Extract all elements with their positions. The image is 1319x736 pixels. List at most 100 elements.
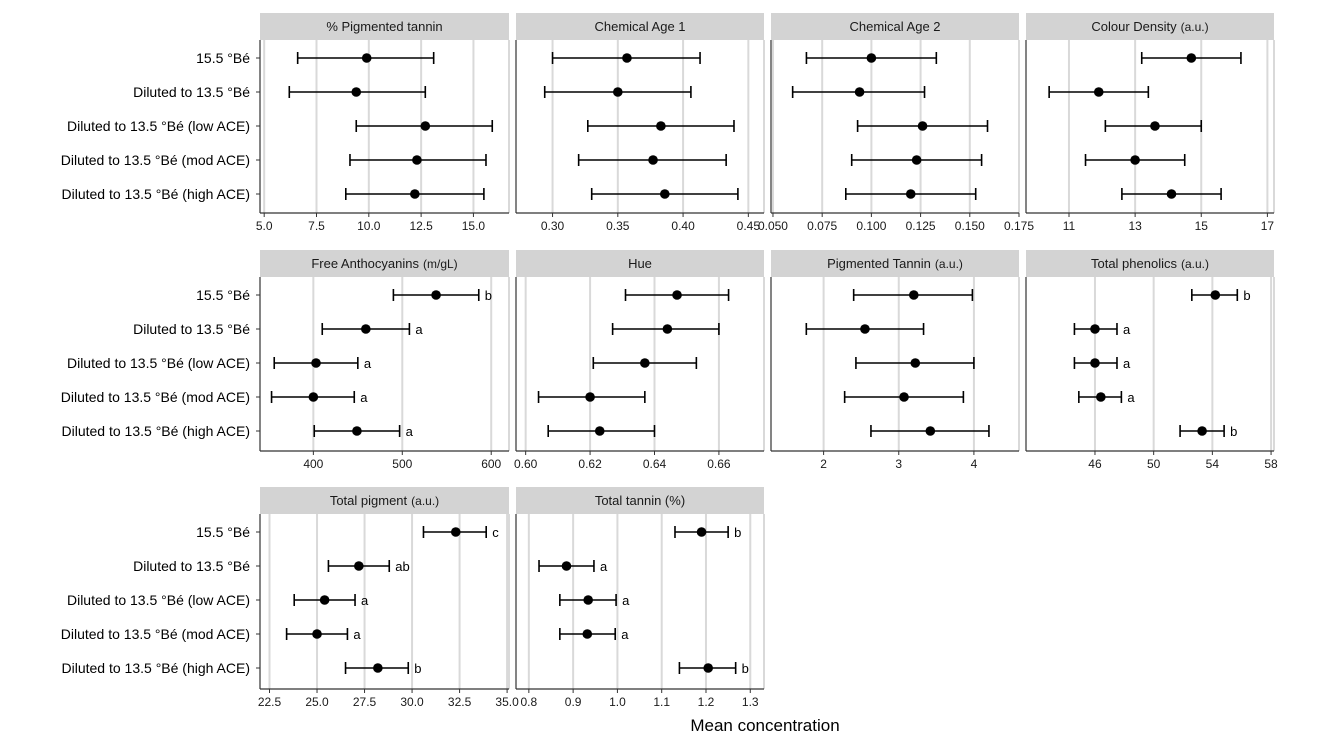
significance-letter: b [1243, 288, 1250, 303]
row-label: Diluted to 13.5 °Bé (low ACE) [67, 118, 250, 134]
x-tick-label: 0.62 [578, 457, 602, 471]
x-tick-label: 0.30 [541, 219, 565, 233]
mean-point [583, 595, 593, 605]
facet-title-text: Chemical Age 1 [594, 19, 685, 34]
x-tick-label: 54 [1206, 457, 1220, 471]
significance-letter: a [1123, 322, 1131, 337]
facet-strip [771, 13, 1019, 40]
facet-title-text: Total pigment [330, 493, 408, 508]
mean-point [908, 290, 919, 300]
significance-letter: a [361, 593, 369, 608]
mean-point [1090, 324, 1100, 334]
facet-panel: Total pigment (a.u.) 22.5 25.0 27.5 30.0 32.5 3… [258, 487, 519, 709]
row-label: Diluted to 13.5 °Bé (high ACE) [62, 423, 250, 439]
facet-strip [260, 13, 509, 40]
mean-point [640, 358, 650, 368]
significance-letter: a [353, 627, 361, 642]
row-label: Diluted to 13.5 °Bé [133, 84, 250, 100]
x-tick-label: 0.050 [758, 219, 788, 233]
row-label: 15.5 °Bé [196, 524, 250, 540]
significance-letter: c [492, 525, 499, 540]
mean-point [308, 392, 319, 402]
mean-point [1210, 290, 1221, 300]
x-tick-label: 600 [481, 457, 501, 471]
x-tick-label: 30.0 [400, 695, 424, 709]
mean-point [703, 663, 713, 673]
x-tick-label: 0.075 [807, 219, 837, 233]
x-tick-label: 32.5 [448, 695, 472, 709]
panel-background [516, 514, 764, 689]
x-tick-label: 0.35 [606, 219, 630, 233]
mean-point [925, 426, 936, 436]
mean-point [660, 189, 670, 199]
mean-point [899, 392, 909, 402]
x-tick-label: 3 [895, 457, 902, 471]
facet-strip [260, 487, 509, 514]
mean-point [905, 189, 916, 199]
facet-title: Total phenolics (a.u.) [1091, 256, 1209, 271]
mean-point [1090, 358, 1100, 368]
mean-point [594, 426, 605, 436]
x-tick-label: 13 [1128, 219, 1142, 233]
mean-point [410, 189, 420, 199]
facet-title-text: % Pigmented tannin [326, 19, 442, 34]
row-label: Diluted to 13.5 °Bé (mod ACE) [61, 152, 250, 168]
mean-point [860, 324, 870, 334]
facet-strip [260, 250, 509, 277]
mean-point [431, 290, 441, 300]
facet-title: Chemical Age 2 [849, 19, 940, 34]
x-tick-label: 2 [820, 457, 827, 471]
mean-point [910, 358, 921, 368]
facet-title: Total tannin (%) [595, 493, 685, 508]
mean-point [1186, 53, 1197, 63]
x-tick-label: 10.0 [357, 219, 381, 233]
row-label: 15.5 °Bé [196, 50, 250, 66]
row-label: Diluted to 13.5 °Bé (mod ACE) [61, 389, 250, 405]
x-tick-label: 27.5 [353, 695, 377, 709]
row-label: Diluted to 13.5 °Bé (high ACE) [62, 660, 250, 676]
mean-point [412, 155, 422, 165]
mean-point [352, 426, 362, 436]
x-tick-label: 1.0 [609, 695, 626, 709]
facet-title: % Pigmented tannin [326, 19, 442, 34]
significance-letter: a [1127, 390, 1135, 405]
mean-point [354, 561, 364, 571]
x-tick-label: 7.5 [308, 219, 325, 233]
significance-letter: a [600, 559, 608, 574]
row-label: 15.5 °Bé [196, 287, 250, 303]
x-tick-label: 5.0 [256, 219, 273, 233]
mean-point [662, 324, 673, 334]
x-tick-label: 0.8 [520, 695, 537, 709]
row-label: Diluted to 13.5 °Bé (mod ACE) [61, 626, 250, 642]
mean-point [311, 358, 321, 368]
x-tick-label: 0.9 [565, 695, 582, 709]
facet-title: Pigmented Tannin (a.u.) [827, 256, 963, 271]
facet-panel: Colour Density (a.u.) 11 13 15 17 [1025, 13, 1275, 233]
mean-point [1130, 155, 1140, 165]
facet-panel: Pigmented Tannin (a.u.) 2 3 4 [770, 250, 1020, 471]
facet-strip [516, 13, 764, 40]
facet-panel: % Pigmented tannin 5.0 7.5 10.0 12.5 15.0 [256, 13, 510, 233]
panel-background [771, 277, 1019, 451]
x-tick-label: 15.0 [462, 219, 486, 233]
facet-strip [1026, 250, 1274, 277]
mean-point [585, 392, 595, 402]
mean-point [1166, 189, 1177, 199]
facet-title-unit: (a.u.) [935, 257, 963, 271]
facet-title-text: Chemical Age 2 [849, 19, 940, 34]
mean-point [854, 87, 865, 97]
x-axis-title: Mean concentration [690, 716, 840, 735]
significance-letter: b [742, 661, 749, 676]
mean-point [351, 87, 362, 97]
mean-point [1093, 87, 1104, 97]
x-tick-label: 50 [1147, 457, 1161, 471]
x-tick-label: 500 [392, 457, 412, 471]
x-tick-label: 4 [971, 457, 978, 471]
facet-panel: Chemical Age 2 0.050 0.075 0.100 0.125 0.150 0… [758, 13, 1034, 233]
significance-letter: b [734, 525, 741, 540]
mean-point [319, 595, 330, 605]
mean-point [648, 155, 658, 165]
facet-panel: Hue 0.60 0.62 0.64 0.66 [514, 250, 765, 471]
facet-panel: Chemical Age 1 0.30 0.35 0.40 0.45 [515, 13, 765, 233]
